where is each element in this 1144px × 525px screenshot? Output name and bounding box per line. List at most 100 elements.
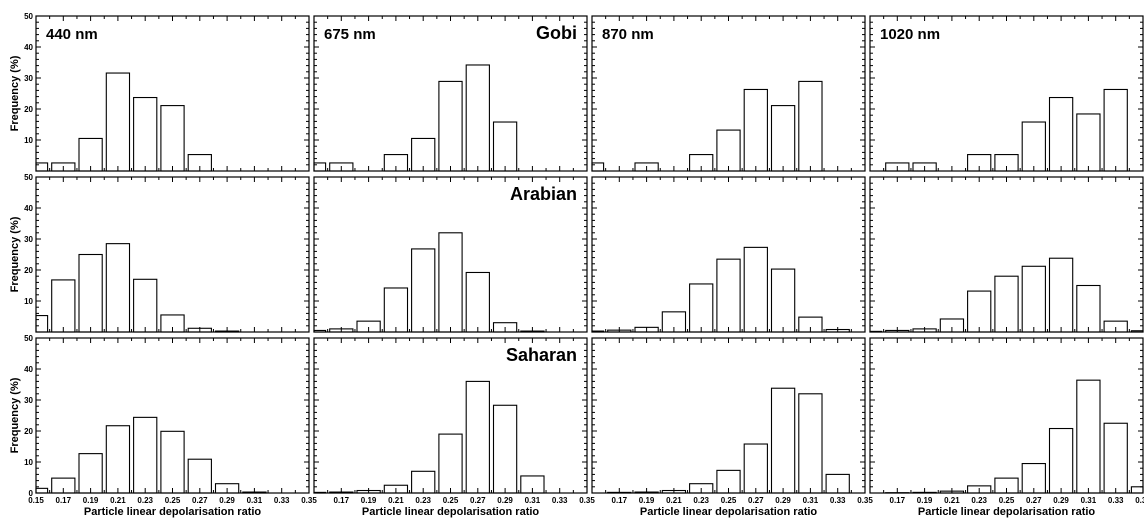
y-tick-label: 50 bbox=[24, 173, 33, 182]
histogram-bar-r0-c3-b8 bbox=[1076, 113, 1101, 172]
x-tick-label: 0.29 bbox=[775, 496, 791, 505]
histogram-bar-r2-c0-b5 bbox=[160, 430, 185, 494]
panel-frame-r1-c0 bbox=[35, 176, 310, 333]
wavelength-label: 440 nm bbox=[46, 26, 98, 43]
y-tick-label: 20 bbox=[24, 427, 33, 436]
y-tick-label: 10 bbox=[24, 136, 33, 145]
x-tick-label: 0.15 bbox=[28, 496, 44, 505]
x-tick-label: 0.23 bbox=[971, 496, 987, 505]
x-tick-label: 0.29 bbox=[1053, 496, 1069, 505]
x-tick-label: 0.25 bbox=[165, 496, 181, 505]
histogram-bar-r0-c2-b8 bbox=[798, 80, 823, 172]
histogram-bar-r1-c3-b8 bbox=[1076, 284, 1101, 333]
histogram-bar-r1-c2-b5 bbox=[716, 258, 741, 333]
y-tick-label: 30 bbox=[24, 396, 33, 405]
x-tick-label: 0.35 bbox=[301, 496, 317, 505]
histogram-bar-r0-c1-b7 bbox=[492, 121, 518, 172]
wavelength-label: 870 nm bbox=[602, 26, 654, 43]
histogram-bar-r2-c3-b7 bbox=[1048, 427, 1074, 494]
dust-type-label: Gobi bbox=[536, 23, 577, 43]
x-tick-label: 0.29 bbox=[219, 496, 235, 505]
x-tick-label: 0.25 bbox=[721, 496, 737, 505]
histogram-bar-r2-c2-b7 bbox=[770, 387, 796, 494]
histogram-bar-r2-c3-b8 bbox=[1076, 379, 1101, 494]
x-tick-label: 0.19 bbox=[639, 496, 655, 505]
wavelength-label: 1020 nm bbox=[880, 26, 940, 43]
x-tick-label: 0.33 bbox=[552, 496, 568, 505]
y-tick-label: 0 bbox=[29, 489, 34, 498]
x-tick-label: 0.27 bbox=[1026, 496, 1042, 505]
histogram-bar-r1-c1-b6 bbox=[465, 271, 490, 333]
y-tick-label: 40 bbox=[24, 204, 33, 213]
x-tick-label: 0.31 bbox=[247, 496, 263, 505]
x-tick-label: 0.35 bbox=[1135, 496, 1144, 505]
y-tick-label: 20 bbox=[24, 105, 33, 114]
y-axis-label: Frequency (%) bbox=[9, 55, 21, 131]
x-tick-label: 0.29 bbox=[497, 496, 513, 505]
histogram-bar-r2-c1-b7 bbox=[492, 404, 518, 494]
histogram-bar-r0-c3-b7 bbox=[1048, 96, 1074, 172]
histogram-bar-r1-c2-b6 bbox=[743, 246, 768, 333]
histogram-bar-r0-c2-b6 bbox=[743, 88, 768, 172]
x-tick-label: 0.17 bbox=[56, 496, 72, 505]
x-tick-label: 0.33 bbox=[274, 496, 290, 505]
histogram-bar-r0-c0-b4 bbox=[133, 96, 158, 172]
x-axis-label: Particle linear depolarisation ratio bbox=[84, 506, 262, 518]
histogram-bar-r0-c3-b6 bbox=[1021, 121, 1046, 172]
histogram-bar-r1-c1-b3 bbox=[383, 287, 409, 333]
histogram-bar-r0-c2-b0 bbox=[591, 162, 605, 172]
x-tick-label: 0.27 bbox=[192, 496, 208, 505]
x-tick-label: 0.19 bbox=[917, 496, 933, 505]
x-axis-label: Particle linear depolarisation ratio bbox=[918, 506, 1096, 518]
x-tick-label: 0.35 bbox=[857, 496, 873, 505]
histogram-bar-r0-c1-b6 bbox=[465, 64, 490, 172]
histogram-bar-r1-c3-b7 bbox=[1048, 257, 1074, 333]
histogram-bar-r2-c0-b0 bbox=[35, 487, 49, 494]
histogram-bar-r0-c1-b5 bbox=[438, 80, 463, 172]
histogram-bar-r1-c1-b5 bbox=[438, 232, 463, 333]
x-tick-label: 0.21 bbox=[388, 496, 404, 505]
x-tick-label: 0.19 bbox=[361, 496, 377, 505]
y-tick-label: 30 bbox=[24, 235, 33, 244]
histogram-bar-r0-c3-b9 bbox=[1103, 88, 1128, 172]
histogram-bar-r1-c0-b0 bbox=[35, 315, 49, 333]
x-tick-label: 0.23 bbox=[137, 496, 153, 505]
y-tick-label: 10 bbox=[24, 458, 33, 467]
histogram-bar-r1-c3-b4 bbox=[967, 290, 992, 333]
y-tick-label: 10 bbox=[24, 297, 33, 306]
x-tick-label: 0.31 bbox=[803, 496, 819, 505]
histogram-bar-r1-c2-b7 bbox=[770, 268, 796, 333]
x-tick-label: 0.31 bbox=[525, 496, 541, 505]
x-axis-label: Particle linear depolarisation ratio bbox=[640, 506, 818, 518]
histogram-bar-r2-c3-b9 bbox=[1103, 422, 1128, 494]
histogram-bar-r2-c2-b6 bbox=[743, 443, 768, 494]
histogram-bar-r0-c0-b5 bbox=[160, 105, 185, 172]
histogram-bar-r0-c0-b3 bbox=[105, 72, 131, 172]
histogram-bar-r1-c0-b4 bbox=[133, 278, 158, 333]
histogram-bar-r2-c0-b6 bbox=[187, 458, 212, 494]
y-tick-label: 30 bbox=[24, 74, 33, 83]
histogram-bar-r1-c1-b4 bbox=[411, 248, 436, 333]
x-tick-label: 0.33 bbox=[830, 496, 846, 505]
x-tick-label: 0.23 bbox=[693, 496, 709, 505]
y-axis-label: Frequency (%) bbox=[9, 377, 21, 453]
y-tick-label: 50 bbox=[24, 334, 33, 343]
y-tick-label: 50 bbox=[24, 12, 33, 21]
histogram-bar-r2-c0-b2 bbox=[78, 453, 103, 494]
y-tick-label: 40 bbox=[24, 43, 33, 52]
x-tick-label: 0.33 bbox=[1108, 496, 1124, 505]
x-tick-label: 0.23 bbox=[415, 496, 431, 505]
histogram-bar-r0-c2-b5 bbox=[716, 129, 741, 172]
histogram-bar-r2-c2-b8 bbox=[798, 393, 823, 494]
histogram-bar-r2-c1-b5 bbox=[438, 433, 463, 494]
wavelength-label: 675 nm bbox=[324, 26, 376, 43]
x-tick-label: 0.21 bbox=[944, 496, 960, 505]
histogram-bar-r0-c1-b0 bbox=[313, 162, 327, 172]
histogram-bar-r2-c3-b10 bbox=[1130, 486, 1144, 494]
x-tick-label: 0.27 bbox=[748, 496, 764, 505]
x-tick-label: 0.25 bbox=[999, 496, 1015, 505]
histogram-bar-r1-c3-b5 bbox=[994, 275, 1019, 333]
histogram-bar-r1-c0-b1 bbox=[51, 279, 76, 333]
x-tick-label: 0.27 bbox=[470, 496, 486, 505]
